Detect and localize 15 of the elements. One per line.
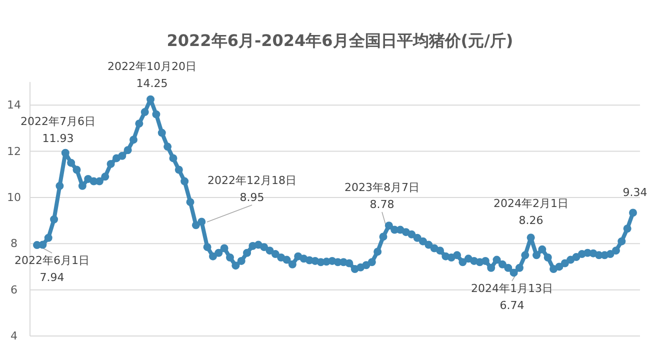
annotation: 9.34 <box>622 186 648 199</box>
annotation: 2022年7月6日 11.93 <box>20 115 96 145</box>
annotation: 2022年6月1日 7.94 <box>14 254 90 284</box>
annotation: 2022年12月18日 8.95 <box>208 174 296 204</box>
y-tick-label: 4 <box>10 330 18 342</box>
y-tick-label: 10 <box>7 190 21 204</box>
y-tick-label: 12 <box>7 144 21 158</box>
annotation: 2022年10月20日 14.25 <box>108 60 196 90</box>
y-tick-label: 14 <box>7 98 21 112</box>
y-tick-label: 6 <box>10 283 18 296</box>
y-tick-label: 8 <box>10 237 18 250</box>
annotation: 2023年8月7日 8.78 <box>344 181 420 211</box>
chart-title: 2022年6月-2024年6月全国日平均猪价(元/斤) <box>166 31 514 50</box>
annotation: 2024年1月13日 6.74 <box>471 282 553 312</box>
annotation: 2024年2月1日 8.26 <box>494 197 568 227</box>
